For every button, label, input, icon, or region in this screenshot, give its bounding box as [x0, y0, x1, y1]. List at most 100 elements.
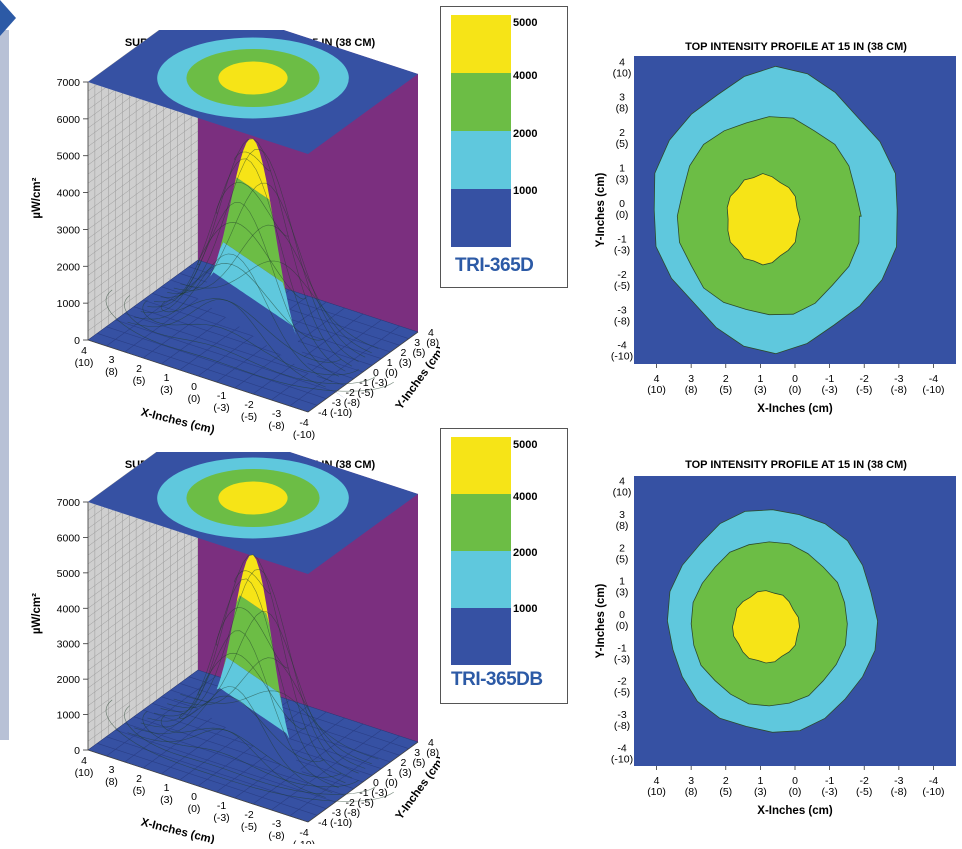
grid-line	[87, 563, 199, 644]
y-tick-label: 4	[619, 56, 625, 68]
mesh-line	[153, 554, 353, 779]
x-tick-label: 3	[109, 764, 115, 776]
y-tick-label: -2	[617, 269, 626, 281]
x-tick-label: 2	[136, 773, 142, 785]
x-axis-label: X-Inches (cm)	[757, 805, 833, 817]
y-tick-label: (-8)	[614, 315, 630, 327]
y-tick-label: (-5)	[614, 687, 630, 699]
mesh-line	[179, 695, 324, 763]
grid-line	[87, 607, 199, 689]
y-tick-label: -3	[617, 709, 626, 721]
y-tick-label: 1	[387, 767, 393, 779]
surface-plot-svg: SURFACE CONTOUR PROFILE AT 15 IN (38 CM)…	[31, 1, 459, 441]
y-tick-label: (-5)	[358, 387, 374, 399]
x-tick-label: (8)	[105, 776, 118, 788]
grid-line	[87, 545, 199, 627]
grid-line	[87, 222, 199, 304]
mesh-line	[234, 151, 271, 172]
x-tick-label: (-10)	[293, 429, 315, 440]
x-tick-label: 0	[792, 775, 798, 787]
mesh-line	[234, 570, 271, 594]
y-tick-label: -2	[346, 387, 355, 399]
y-tick-label: (-8)	[614, 720, 630, 732]
x-tick-label: (-5)	[241, 411, 257, 423]
x-tick-label: (-8)	[268, 420, 284, 432]
grid-line	[87, 250, 199, 331]
x-tick-label: 0	[792, 373, 798, 385]
chart-title: TOP INTENSITY PROFILE AT 15 IN (38 CM)	[685, 459, 907, 471]
y-tick-label: (-10)	[611, 753, 633, 765]
x-tick-label: (-5)	[856, 384, 872, 396]
x-tick-label: 0	[191, 381, 197, 393]
y-tick-label: 2	[619, 542, 625, 554]
x-tick-label: 2	[723, 373, 729, 385]
z-tick-label: 2000	[57, 261, 81, 273]
legend-label: 1000	[513, 185, 538, 197]
mesh-line	[180, 690, 379, 760]
y-tick-label: -3	[617, 304, 626, 316]
legend-swatch-5000	[451, 437, 511, 494]
x-tick-label: (5)	[719, 384, 732, 396]
grid-line	[87, 519, 199, 600]
y-tick-label: -4	[617, 340, 626, 352]
x-tick-label: (10)	[75, 357, 94, 369]
grid-line	[87, 176, 199, 258]
y-tick-label: (0)	[385, 367, 398, 379]
z-tick-label: 4000	[57, 603, 81, 615]
y-tick-label: (8)	[616, 103, 629, 115]
surface-band	[154, 657, 352, 814]
floor-grid-line	[289, 735, 400, 817]
y-tick-label: -3	[332, 807, 341, 819]
x-tick-label: (3)	[160, 794, 173, 806]
y-tick-label: (-10)	[330, 817, 352, 829]
mesh-line	[167, 182, 366, 358]
legend-swatch-2000	[451, 551, 511, 608]
contour-level-4000	[726, 173, 801, 266]
corner-arrow-icon	[0, 0, 16, 36]
y-tick-label: -1	[617, 233, 626, 245]
z-tick-label: 6000	[57, 532, 81, 544]
z-tick-label: 0	[74, 745, 80, 757]
y-tick-label: (3)	[616, 587, 629, 599]
mesh-line	[147, 578, 346, 784]
grid-line	[87, 634, 199, 715]
x-tick-label: (0)	[188, 803, 201, 815]
x-tick-label: -4	[299, 417, 308, 429]
x-tick-label: -4	[929, 775, 938, 787]
x-tick-label: -3	[272, 408, 281, 420]
legend-bottom: 5000 4000 2000 1000 TRI-365DB	[440, 428, 568, 704]
y-tick-label: -4	[318, 407, 327, 419]
x-tick-label: (-3)	[821, 384, 837, 396]
x-tick-label: (3)	[754, 384, 767, 396]
page-edge-bar	[0, 30, 9, 740]
grid-line	[87, 660, 199, 742]
y-tick-label: 1	[619, 576, 625, 588]
grid-line	[87, 241, 199, 322]
x-tick-label: 4	[654, 775, 660, 787]
mesh-line	[105, 289, 394, 392]
grid-line	[87, 572, 199, 653]
x-tick-label: (10)	[75, 767, 94, 779]
surface-mound	[105, 138, 394, 404]
x-tick-label: (5)	[133, 785, 146, 797]
mesh-line	[127, 299, 326, 388]
grid-line	[87, 581, 199, 662]
y-tick-label: 0	[619, 198, 625, 210]
y-tick-label: (5)	[413, 757, 426, 769]
legend-label: 5000	[513, 17, 538, 29]
y-tick-label: (3)	[616, 174, 629, 186]
y-tick-label: 3	[619, 92, 625, 104]
z-axis-label: µW/cm²	[31, 177, 43, 218]
floor-grid-line	[289, 325, 400, 407]
y-tick-label: (0)	[616, 620, 629, 632]
x-tick-label: -1	[825, 775, 834, 787]
y-tick-label: (8)	[426, 337, 439, 349]
model-name: TRI-365DB	[451, 669, 543, 690]
x-tick-label: 1	[757, 373, 763, 385]
y-tick-label: 2	[619, 127, 625, 139]
y-tick-label: 4	[428, 737, 434, 749]
grid-line	[87, 652, 199, 733]
y-tick-label: (3)	[399, 357, 412, 369]
mesh-line	[173, 224, 372, 354]
grid-line	[87, 204, 199, 285]
